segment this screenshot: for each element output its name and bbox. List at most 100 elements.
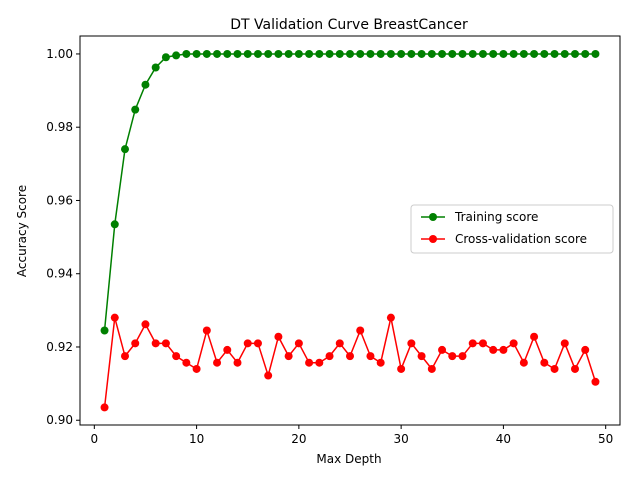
- series-1-point: [571, 364, 579, 373]
- x-tick-label: 40: [496, 432, 511, 446]
- series-1-point: [397, 364, 406, 373]
- series-1-point: [253, 339, 262, 348]
- series-1-point: [243, 339, 252, 348]
- series-0-point: [151, 63, 160, 72]
- series-0-point: [550, 49, 559, 58]
- x-tick-label: 30: [393, 432, 408, 446]
- series-1-point: [100, 403, 109, 412]
- legend-label: Cross-validation score: [455, 232, 587, 246]
- series-0-point: [427, 49, 436, 58]
- series-line-0: [103, 53, 596, 331]
- series-1-point: [376, 358, 385, 367]
- series-1-point: [499, 345, 508, 354]
- series-1-point: [356, 326, 365, 335]
- series-1-point: [427, 364, 436, 373]
- chart-title: DT Validation Curve BreastCancer: [230, 17, 468, 33]
- series-1-point: [519, 358, 528, 367]
- series-1-point: [458, 352, 467, 361]
- series-1-point: [325, 352, 334, 361]
- series-0-point: [581, 49, 590, 58]
- series-0-point: [131, 105, 140, 114]
- series-0-point: [519, 49, 528, 58]
- series-1-point: [131, 339, 140, 348]
- series-0-point: [499, 49, 508, 58]
- series-0-point: [274, 49, 283, 58]
- series-0-point: [223, 49, 232, 58]
- legend-marker: [429, 213, 437, 221]
- series-1-point: [121, 352, 129, 361]
- series-0-point: [121, 145, 129, 154]
- series-0-point: [141, 80, 150, 89]
- x-tick-label: 0: [90, 432, 98, 446]
- series-1-point: [550, 364, 559, 373]
- series-0-point: [264, 49, 273, 58]
- series-1-point: [478, 339, 487, 348]
- series-1-point: [530, 332, 539, 341]
- series-0-point: [560, 49, 569, 58]
- series-0-point: [110, 220, 119, 229]
- series-1-point: [417, 352, 426, 361]
- series-0-point: [325, 49, 334, 58]
- series-1-point: [346, 352, 354, 361]
- legend-marker: [429, 235, 437, 243]
- series-1-point: [161, 339, 170, 348]
- series-1-point: [386, 313, 395, 322]
- series-1-point: [489, 345, 498, 354]
- series-0-point: [346, 49, 354, 58]
- series-0-point: [468, 49, 477, 58]
- y-tick-label: 0.98: [46, 120, 73, 134]
- series-0-point: [335, 49, 344, 58]
- series-0-point: [305, 49, 314, 58]
- x-axis-label: Max Depth: [316, 452, 381, 466]
- series-1-point: [264, 371, 273, 380]
- legend-box: [410, 204, 614, 254]
- series-0-point: [438, 49, 447, 58]
- series-0-point: [386, 49, 395, 58]
- x-tick-label: 10: [189, 432, 204, 446]
- series-0-point: [478, 49, 487, 58]
- y-tick-label: 0.96: [46, 193, 73, 207]
- series-0-point: [100, 326, 109, 335]
- series-0-point: [417, 49, 426, 58]
- series-1-point: [560, 339, 569, 348]
- series-0-point: [192, 49, 201, 58]
- series-0-point: [376, 49, 385, 58]
- series-0-point: [284, 49, 293, 58]
- series-1-point: [274, 332, 283, 341]
- series-1-point: [438, 345, 447, 354]
- y-tick-label: 0.90: [46, 413, 73, 427]
- series-0-point: [172, 51, 181, 60]
- series-1-point: [151, 339, 160, 348]
- series-1-point: [305, 358, 314, 367]
- series-0-point: [448, 49, 457, 58]
- series-1-point: [407, 339, 416, 348]
- series-0-point: [356, 49, 365, 58]
- x-tick-label: 20: [291, 432, 306, 446]
- series-1-point: [581, 345, 590, 354]
- series-0-point: [182, 49, 191, 58]
- x-tick-label: 50: [598, 432, 613, 446]
- series-1-point: [591, 377, 600, 386]
- series-0-point: [591, 49, 600, 58]
- series-1-point: [448, 352, 457, 361]
- series-1-point: [540, 358, 549, 367]
- series-1-point: [315, 358, 324, 367]
- series-1-point: [213, 358, 222, 367]
- series-0-point: [233, 49, 242, 58]
- series-0-point: [315, 49, 324, 58]
- series-1-point: [335, 339, 344, 348]
- series-1-point: [182, 358, 191, 367]
- y-tick-label: 1.00: [46, 47, 73, 61]
- series-1-point: [294, 339, 303, 348]
- y-tick-label: 0.92: [46, 340, 73, 354]
- series-0-point: [161, 53, 170, 62]
- series-1-point: [366, 352, 375, 361]
- y-axis-label: Accuracy Score: [15, 185, 29, 277]
- series-1-point: [284, 352, 293, 361]
- series-1-point: [202, 326, 211, 335]
- series-0-point: [366, 49, 375, 58]
- series-0-point: [213, 49, 222, 58]
- legend-label: Training score: [454, 210, 538, 224]
